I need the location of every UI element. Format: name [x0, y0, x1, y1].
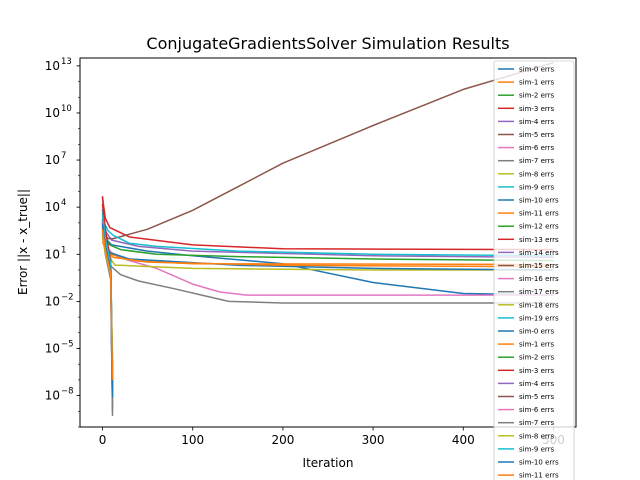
legend: sim-0 errs sim-1 errs sim-2 errs sim-3 errs…: [493, 60, 575, 480]
x-tick-label: 200: [271, 433, 294, 447]
legend-entry: sim-15 errs: [519, 262, 559, 270]
legend-entry: sim-6 errs: [519, 144, 555, 152]
legend-entry: sim-0 errs: [519, 328, 555, 336]
legend-entry: sim-9 errs: [519, 445, 555, 453]
series-line-31: [101, 229, 114, 380]
legend-entry: sim-3 errs: [519, 367, 555, 375]
y-tick-exponent: 10: [61, 104, 72, 114]
x-tick-label: 400: [452, 433, 475, 447]
y-tick-label: 10: [45, 153, 60, 167]
y-tick-exponent: −2: [61, 292, 74, 302]
y-tick-label: 10: [45, 200, 60, 214]
legend-box: [493, 60, 575, 480]
y-tick-label: 10: [45, 294, 60, 308]
y-tick-exponent: 1: [61, 245, 66, 255]
legend-entry: sim-1 errs: [519, 79, 555, 87]
legend-entry: sim-17 errs: [519, 288, 559, 296]
legend-entry: sim-4 errs: [519, 118, 555, 126]
series-line-3: [101, 197, 554, 251]
plot-frame: [79, 57, 577, 428]
y-tick-label: 10: [45, 247, 60, 261]
plot-area: [80, 58, 576, 427]
legend-entry: sim-6 errs: [519, 406, 555, 414]
legend-entry: sim-10 errs: [519, 197, 559, 205]
legend-entry: sim-8 errs: [519, 170, 555, 178]
y-tick-exponent: −8: [61, 387, 74, 397]
legend-entry: sim-7 errs: [519, 157, 555, 165]
x-tick-label: 300: [362, 433, 385, 447]
legend-entry: sim-7 errs: [519, 419, 555, 427]
legend-entry: sim-4 errs: [519, 380, 555, 388]
legend-entry: sim-18 errs: [519, 301, 559, 309]
y-tick-exponent: 13: [61, 57, 72, 67]
y-tick-label: 10: [45, 389, 60, 403]
y-tick-label: 10: [45, 59, 60, 73]
legend-entry: sim-9 errs: [519, 183, 555, 191]
legend-entry: sim-19 errs: [519, 314, 559, 322]
y-axis-label: Error ||x - x_true||: [16, 189, 30, 295]
legend-entry: sim-2 errs: [519, 92, 555, 100]
x-axis-label: Iteration: [303, 456, 354, 470]
series-layer: [101, 61, 554, 417]
legend-entry: sim-13 errs: [519, 236, 559, 244]
legend-entry: sim-5 errs: [519, 131, 555, 139]
y-tick-label: 10: [45, 341, 60, 355]
legend-entry: sim-14 errs: [519, 249, 559, 257]
legend-entry: sim-1 errs: [519, 341, 555, 349]
x-tick-label: 100: [181, 433, 204, 447]
y-tick-exponent: 4: [61, 198, 66, 208]
chart-title: ConjugateGradientsSolver Simulation Resu…: [146, 34, 509, 53]
legend-entry: sim-12 errs: [519, 223, 559, 231]
y-tick-exponent: −5: [61, 339, 74, 349]
legend-entry: sim-3 errs: [519, 105, 555, 113]
legend-entry: sim-0 errs: [519, 66, 555, 74]
y-tick-exponent: 7: [61, 151, 66, 161]
legend-entry: sim-11 errs: [519, 210, 559, 218]
legend-entry: sim-8 errs: [519, 432, 555, 440]
y-tick-label: 10: [45, 106, 60, 120]
x-tick-label: 0: [99, 433, 107, 447]
legend-entry: sim-11 errs: [519, 472, 559, 480]
legend-entry: sim-2 errs: [519, 354, 555, 362]
legend-entry: sim-16 errs: [519, 275, 559, 283]
legend-entry: sim-10 errs: [519, 459, 559, 467]
legend-entry: sim-5 errs: [519, 393, 555, 401]
